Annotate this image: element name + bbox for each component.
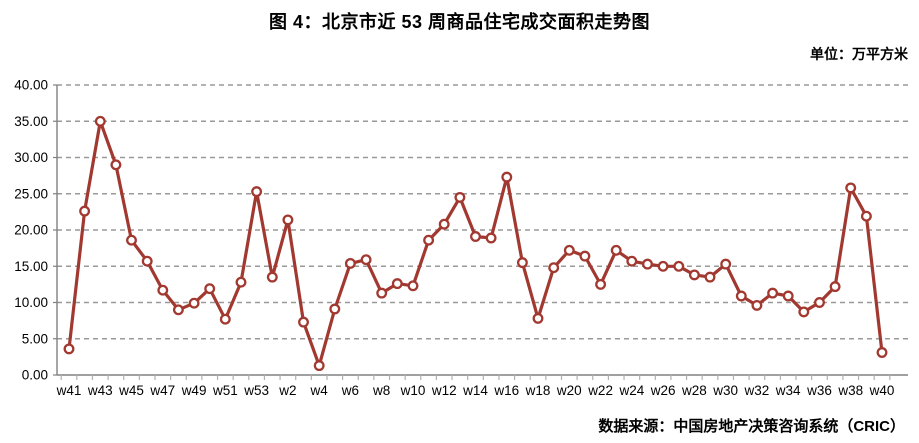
data-point-marker <box>391 278 403 290</box>
x-tick-label: w40 <box>869 383 895 398</box>
data-point-marker <box>438 218 450 230</box>
data-point-marker <box>688 269 700 281</box>
data-point-marker <box>845 182 857 194</box>
data-point-marker <box>266 271 278 283</box>
x-tick-label: w41 <box>56 383 82 398</box>
x-tick-label: w10 <box>400 383 426 398</box>
data-point-markers <box>63 115 888 372</box>
y-tick-label: 10.00 <box>14 295 48 310</box>
x-tick-label: w53 <box>243 383 269 398</box>
data-point-marker <box>548 262 560 274</box>
x-tick-label: w12 <box>431 383 457 398</box>
data-point-marker <box>563 244 575 256</box>
x-tick-label: w22 <box>587 383 613 398</box>
data-point-marker <box>360 254 372 266</box>
x-tick-label: w28 <box>681 383 707 398</box>
data-point-marker <box>626 255 638 267</box>
x-tick-label: w14 <box>462 383 488 398</box>
x-tick-label: w4 <box>310 383 329 398</box>
data-point-marker <box>329 303 341 315</box>
x-tick-label: w24 <box>618 383 644 398</box>
data-point-marker <box>219 313 231 325</box>
x-tick-label: w30 <box>712 383 738 398</box>
data-point-marker <box>657 260 669 272</box>
x-tick-label: w34 <box>775 383 801 398</box>
data-point-marker <box>407 280 419 292</box>
data-point-marker <box>251 186 263 198</box>
data-point-marker <box>344 257 356 269</box>
data-point-marker <box>735 290 747 302</box>
data-point-marker <box>767 287 779 299</box>
data-point-marker <box>829 281 841 293</box>
y-tick-label: 20.00 <box>14 223 48 238</box>
x-tick-label: w47 <box>149 383 175 398</box>
data-point-marker <box>798 306 810 318</box>
x-tick-label: w45 <box>118 383 144 398</box>
x-tick-labels: w41 w43 w45 w47 w49 w51 w53 w2 w4 w6 w8 w10 w12 w14 w1… <box>56 383 895 398</box>
x-tick-label: w36 <box>806 383 832 398</box>
data-point-marker <box>501 171 513 183</box>
data-point-marker <box>172 304 184 316</box>
y-tick-labels: 0.00 5.00 10.00 15.00 20.00 25.00 30.00 35.00 40… <box>14 78 57 383</box>
x-tick-label: w2 <box>278 383 296 398</box>
data-point-marker <box>282 214 294 226</box>
data-point-marker <box>720 258 732 270</box>
data-point-marker <box>298 316 309 328</box>
data-point-marker <box>141 255 153 267</box>
data-point-marker <box>485 232 497 244</box>
data-point-marker <box>423 234 435 246</box>
y-tick-label: 30.00 <box>14 150 48 165</box>
data-point-marker <box>94 115 106 127</box>
data-point-marker <box>595 278 607 290</box>
y-tick-label: 35.00 <box>14 114 48 129</box>
data-point-marker <box>751 299 763 311</box>
x-tick-label: w18 <box>525 383 551 398</box>
y-tick-label: 40.00 <box>14 78 48 93</box>
y-tick-label: 5.00 <box>22 331 48 346</box>
data-point-marker <box>126 234 137 246</box>
data-point-marker <box>454 191 466 203</box>
data-point-marker <box>579 250 591 262</box>
x-tick-label: w8 <box>372 383 390 398</box>
x-tick-label: w49 <box>181 383 207 398</box>
data-point-marker <box>814 297 825 308</box>
unit-label: 单位：万平方米 <box>810 46 908 62</box>
data-point-marker <box>79 205 91 217</box>
data-point-marker <box>516 257 528 269</box>
x-tick-label: w43 <box>87 383 113 398</box>
data-point-marker <box>188 297 200 309</box>
data-point-marker <box>313 360 325 372</box>
data-point-marker <box>110 159 122 171</box>
data-point-marker <box>235 276 247 288</box>
x-ticks <box>60 375 891 380</box>
y-tick-label: 0.00 <box>22 368 48 383</box>
x-tick-label: w20 <box>556 383 582 398</box>
x-tick-label: w32 <box>744 383 770 398</box>
data-point-marker <box>376 287 388 299</box>
data-point-marker <box>704 271 716 283</box>
data-point-marker <box>642 258 653 270</box>
data-point-marker <box>204 283 216 295</box>
y-tick-label: 15.00 <box>14 259 48 274</box>
data-source-label: 数据来源：中国房地产决策咨询系统（CRIC） <box>598 418 905 435</box>
data-point-marker <box>782 290 794 302</box>
data-point-marker <box>532 312 544 324</box>
data-point-marker <box>673 260 685 272</box>
x-tick-label: w6 <box>341 383 359 398</box>
x-tick-label: w16 <box>493 383 519 398</box>
data-point-marker <box>157 284 169 296</box>
data-point-marker <box>876 347 888 358</box>
data-point-marker <box>63 343 75 355</box>
y-tick-label: 25.00 <box>14 186 48 201</box>
x-tick-label: w51 <box>212 383 238 398</box>
data-point-marker <box>860 210 872 222</box>
x-tick-label: w38 <box>837 383 863 398</box>
x-tick-label: w26 <box>650 383 676 398</box>
data-point-marker <box>470 231 481 242</box>
gridlines <box>57 84 908 340</box>
figure-title: 图 4：北京市近 53 周商品住宅成交面积走势图 <box>268 12 651 32</box>
data-point-marker <box>610 244 622 256</box>
